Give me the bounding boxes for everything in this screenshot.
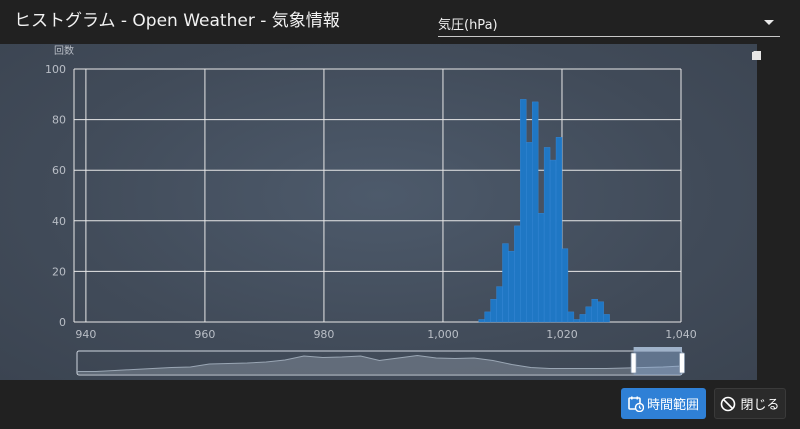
y-tick-label: 0 <box>59 316 66 329</box>
histogram-bar[interactable] <box>537 213 545 323</box>
x-tick-label: 1,020 <box>546 328 578 341</box>
histogram-bar[interactable] <box>579 314 586 323</box>
histogram-bar[interactable] <box>514 225 521 323</box>
histogram-bar[interactable] <box>597 301 604 323</box>
close-label: 閉じる <box>740 398 780 413</box>
x-tick-label: 960 <box>194 328 215 341</box>
block-icon <box>720 396 736 412</box>
x-tick-label: 1,040 <box>665 328 697 341</box>
time-range-label: 時間範囲 <box>646 398 699 413</box>
y-tick-label: 60 <box>52 164 66 177</box>
histogram-bar[interactable] <box>603 314 610 323</box>
chevron-down-icon[interactable] <box>764 20 774 25</box>
time-range-button[interactable]: 時間範囲 <box>621 388 706 419</box>
zoom-slider-overview-line <box>77 354 683 372</box>
window-title: ヒストグラム - Open Weather - 気象情報 <box>14 11 340 31</box>
x-tick-label: 980 <box>313 328 334 341</box>
histogram-bar[interactable] <box>591 299 598 323</box>
x-tick-label: 1,000 <box>427 328 459 341</box>
download-icon[interactable] <box>751 50 762 61</box>
y-tick-label: 100 <box>45 63 66 76</box>
zoom-slider-overview-area <box>77 355 682 374</box>
zoom-slider-handle-start[interactable] <box>630 352 637 374</box>
x-tick-label: 940 <box>75 328 96 341</box>
zoom-slider-window[interactable] <box>633 351 682 375</box>
histogram-bar[interactable] <box>555 137 563 323</box>
histogram-bar[interactable] <box>549 159 557 323</box>
histogram-bar[interactable] <box>478 319 485 323</box>
histogram-bar[interactable] <box>567 311 575 323</box>
histogram-bar[interactable] <box>484 311 491 323</box>
y-axis-label: 回数 <box>54 44 74 57</box>
y-tick-label: 80 <box>52 114 66 127</box>
histogram-bar[interactable] <box>561 248 569 323</box>
variable-select[interactable]: 気圧(hPa) <box>438 8 780 37</box>
histogram-chart: 0 20 40 60 80 100 940 960 980 1,000 1,020 1,040 回数 <box>0 44 761 380</box>
histogram-bar[interactable] <box>573 319 581 323</box>
y-tick-label: 40 <box>52 215 66 228</box>
histogram-svg: 0 20 40 60 80 100 940 960 980 1,000 1,020 1,040 回数 <box>45 44 697 376</box>
variable-select-value: 気圧(hPa) <box>438 18 498 33</box>
histogram-bar[interactable] <box>490 299 497 323</box>
histogram-bar[interactable] <box>543 147 551 323</box>
zoom-slider-handle-end[interactable] <box>679 352 685 374</box>
histogram-bar[interactable] <box>585 306 592 323</box>
histogram-bar[interactable] <box>520 99 527 323</box>
zoom-slider-bar[interactable] <box>633 347 682 351</box>
calendar-clock-icon <box>628 396 644 412</box>
histogram-bar[interactable] <box>532 101 539 323</box>
histogram-bar[interactable] <box>508 250 515 323</box>
histogram-bar[interactable] <box>502 243 509 323</box>
close-button[interactable]: 閉じる <box>714 388 786 419</box>
histogram-bar[interactable] <box>496 286 503 323</box>
y-tick-label: 20 <box>52 265 66 278</box>
histogram-bar[interactable] <box>526 142 533 323</box>
